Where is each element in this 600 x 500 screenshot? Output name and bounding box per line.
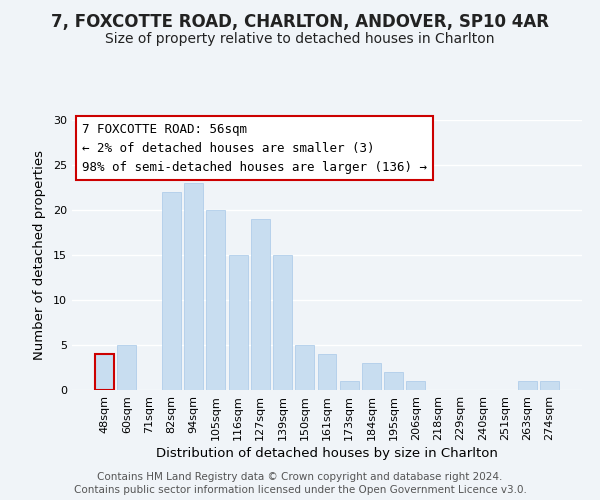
Bar (229, 255, 248, 390)
Text: Contains HM Land Registry data © Crown copyright and database right 2024.: Contains HM Land Registry data © Crown c… (97, 472, 503, 482)
Bar (384, 372, 403, 390)
Bar (273, 255, 292, 390)
Bar (362, 363, 381, 390)
Bar (184, 183, 203, 390)
Y-axis label: Number of detached properties: Number of detached properties (33, 150, 46, 360)
Text: 7, FOXCOTTE ROAD, CHARLTON, ANDOVER, SP10 4AR: 7, FOXCOTTE ROAD, CHARLTON, ANDOVER, SP1… (51, 12, 549, 30)
Bar (340, 381, 359, 390)
Bar (295, 345, 314, 390)
Bar (206, 210, 225, 390)
Text: Size of property relative to detached houses in Charlton: Size of property relative to detached ho… (105, 32, 495, 46)
Text: Contains public sector information licensed under the Open Government Licence v3: Contains public sector information licen… (74, 485, 526, 495)
X-axis label: Distribution of detached houses by size in Charlton: Distribution of detached houses by size … (156, 447, 498, 460)
Bar (317, 354, 337, 390)
Bar (518, 381, 536, 390)
Bar (118, 345, 136, 390)
Text: 7 FOXCOTTE ROAD: 56sqm
← 2% of detached houses are smaller (3)
98% of semi-detac: 7 FOXCOTTE ROAD: 56sqm ← 2% of detached … (82, 122, 427, 174)
Bar (406, 381, 425, 390)
Bar (540, 381, 559, 390)
Bar (162, 192, 181, 390)
Bar (251, 219, 270, 390)
Bar (95, 354, 114, 390)
